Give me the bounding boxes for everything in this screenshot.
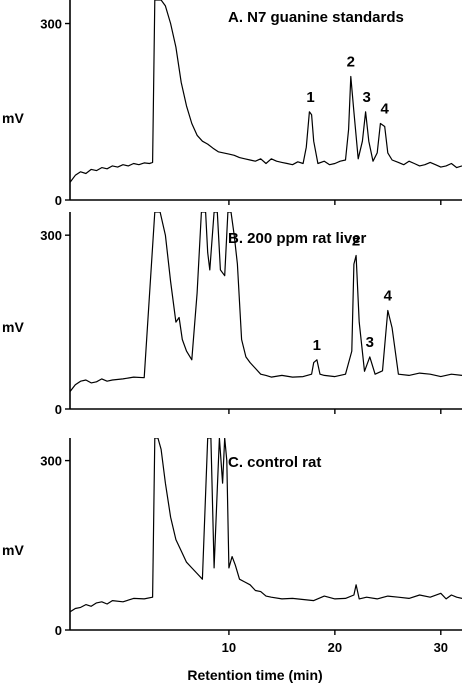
panel-b-ylabel: mV [2, 319, 24, 335]
panel-b-peak-label-2: 2 [352, 232, 360, 249]
panel-c-y-tick-label: 300 [40, 454, 62, 469]
panel-a-peak-label-2: 2 [347, 53, 355, 70]
panel-c-ylabel: mV [2, 542, 24, 558]
panel-b-y-tick-label: 300 [40, 228, 62, 243]
panel-c-trace [70, 438, 462, 613]
panel-c-y-tick-label: 0 [55, 623, 62, 638]
panel-b-trace [70, 212, 462, 392]
panel-b-peak-label-3: 3 [366, 334, 374, 351]
panel-b: B. 200 ppm rat liver mV 0 300 1 2 3 4 [2, 212, 462, 417]
panel-a-ylabel: mV [2, 110, 24, 126]
panel-a-peak-label-4: 4 [380, 101, 389, 118]
panel-a: A. N7 guanine standards mV 0 300 1 2 34 [2, 0, 462, 208]
x-tick-label: 30 [434, 640, 448, 655]
x-axis-label: Retention time (min) [187, 667, 322, 683]
panel-c: C. control rat mV 0 300 10 20 30 [2, 438, 462, 655]
panel-c-title: C. control rat [228, 454, 321, 471]
panel-b-peak-label-1: 1 [313, 337, 321, 354]
panel-a-y-tick-label: 300 [40, 17, 62, 32]
panel-a-title: A. N7 guanine standards [228, 9, 404, 26]
panel-b-y-tick-label: 0 [55, 402, 62, 417]
panel-a-peak-label-1: 1 [306, 89, 314, 106]
panel-a-peak-label-3: 3 [362, 89, 370, 106]
panel-a-trace [70, 0, 462, 183]
panel-b-peak-label-4: 4 [384, 288, 393, 305]
panel-b-title: B. 200 ppm rat liver [228, 230, 367, 247]
x-tick-label: 20 [328, 640, 342, 655]
panel-a-y-tick-label: 0 [55, 193, 62, 208]
x-tick-label: 10 [222, 640, 236, 655]
